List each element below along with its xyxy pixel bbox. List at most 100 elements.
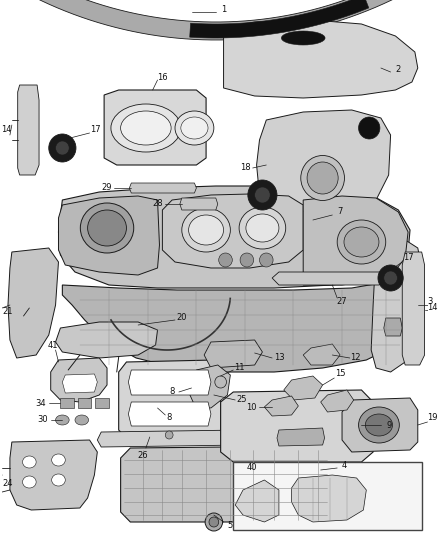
Ellipse shape <box>209 517 219 527</box>
Text: 2: 2 <box>396 66 401 75</box>
Text: 10: 10 <box>247 402 257 411</box>
Polygon shape <box>180 198 218 210</box>
Ellipse shape <box>111 104 181 152</box>
Ellipse shape <box>384 271 397 285</box>
Ellipse shape <box>88 210 127 246</box>
Ellipse shape <box>281 31 325 45</box>
Text: 7: 7 <box>337 207 343 216</box>
Ellipse shape <box>52 454 65 466</box>
Polygon shape <box>272 272 386 285</box>
Text: 27: 27 <box>337 297 347 306</box>
Polygon shape <box>0 0 438 40</box>
Ellipse shape <box>56 141 69 155</box>
Text: 8: 8 <box>166 414 172 423</box>
Bar <box>233 462 422 530</box>
Polygon shape <box>56 322 158 358</box>
Text: 1: 1 <box>221 5 226 14</box>
Polygon shape <box>235 480 279 522</box>
Ellipse shape <box>165 431 173 439</box>
Polygon shape <box>402 252 424 365</box>
Text: 13: 13 <box>274 353 284 362</box>
Text: 17: 17 <box>403 254 413 262</box>
Ellipse shape <box>307 162 338 194</box>
Ellipse shape <box>75 415 88 425</box>
Ellipse shape <box>254 187 270 203</box>
Ellipse shape <box>182 208 230 252</box>
Text: 12: 12 <box>350 353 361 362</box>
Text: 30: 30 <box>38 416 48 424</box>
Polygon shape <box>59 196 159 275</box>
Polygon shape <box>284 376 323 400</box>
Ellipse shape <box>239 207 286 249</box>
Text: 18: 18 <box>240 164 250 173</box>
Text: 9: 9 <box>386 421 391 430</box>
Polygon shape <box>303 344 340 365</box>
Ellipse shape <box>219 253 232 267</box>
Text: 14: 14 <box>1 125 11 134</box>
Polygon shape <box>221 390 373 462</box>
Polygon shape <box>292 475 366 522</box>
Ellipse shape <box>359 117 380 139</box>
Text: 3: 3 <box>427 297 433 306</box>
Ellipse shape <box>246 214 279 242</box>
Ellipse shape <box>22 476 36 488</box>
Text: 28: 28 <box>152 199 163 208</box>
Ellipse shape <box>365 414 392 436</box>
Polygon shape <box>128 402 211 426</box>
Polygon shape <box>265 396 298 416</box>
Text: 16: 16 <box>157 72 168 82</box>
Ellipse shape <box>359 407 399 443</box>
Polygon shape <box>104 90 206 165</box>
Ellipse shape <box>189 215 223 245</box>
Ellipse shape <box>248 180 277 210</box>
Text: 8: 8 <box>170 387 175 397</box>
Ellipse shape <box>215 376 226 388</box>
Text: 4: 4 <box>341 462 346 471</box>
Polygon shape <box>204 340 262 368</box>
Polygon shape <box>190 0 369 38</box>
Ellipse shape <box>52 474 65 486</box>
Text: 14: 14 <box>427 303 438 312</box>
Polygon shape <box>119 360 221 438</box>
Text: 41: 41 <box>47 341 58 350</box>
Polygon shape <box>120 446 330 522</box>
Polygon shape <box>128 370 211 395</box>
Text: 17: 17 <box>90 125 101 134</box>
Text: 34: 34 <box>35 399 46 408</box>
Polygon shape <box>59 186 410 288</box>
Polygon shape <box>97 430 247 447</box>
Ellipse shape <box>80 203 134 253</box>
Polygon shape <box>342 398 418 452</box>
Polygon shape <box>257 110 391 212</box>
Polygon shape <box>223 20 418 98</box>
Polygon shape <box>10 440 97 510</box>
Text: 24: 24 <box>2 479 13 488</box>
Ellipse shape <box>301 156 344 200</box>
Polygon shape <box>62 374 97 393</box>
Ellipse shape <box>56 415 69 425</box>
Ellipse shape <box>344 227 379 257</box>
Text: 21: 21 <box>2 308 13 317</box>
Ellipse shape <box>120 111 171 145</box>
Ellipse shape <box>259 253 273 267</box>
Text: 26: 26 <box>138 450 148 459</box>
Text: 11: 11 <box>234 364 244 373</box>
Polygon shape <box>189 365 230 408</box>
Ellipse shape <box>49 134 76 162</box>
Text: 20: 20 <box>177 313 187 322</box>
Polygon shape <box>371 238 422 372</box>
Polygon shape <box>60 398 74 408</box>
Text: 19: 19 <box>427 414 438 423</box>
Polygon shape <box>303 196 408 285</box>
Ellipse shape <box>181 117 208 139</box>
Polygon shape <box>384 318 402 336</box>
Polygon shape <box>51 358 107 402</box>
Text: 5: 5 <box>228 521 233 529</box>
Ellipse shape <box>378 265 403 291</box>
Ellipse shape <box>240 253 254 267</box>
Text: 15: 15 <box>335 369 345 378</box>
Ellipse shape <box>22 456 36 468</box>
Polygon shape <box>95 398 109 408</box>
Polygon shape <box>321 390 354 412</box>
Polygon shape <box>78 398 92 408</box>
